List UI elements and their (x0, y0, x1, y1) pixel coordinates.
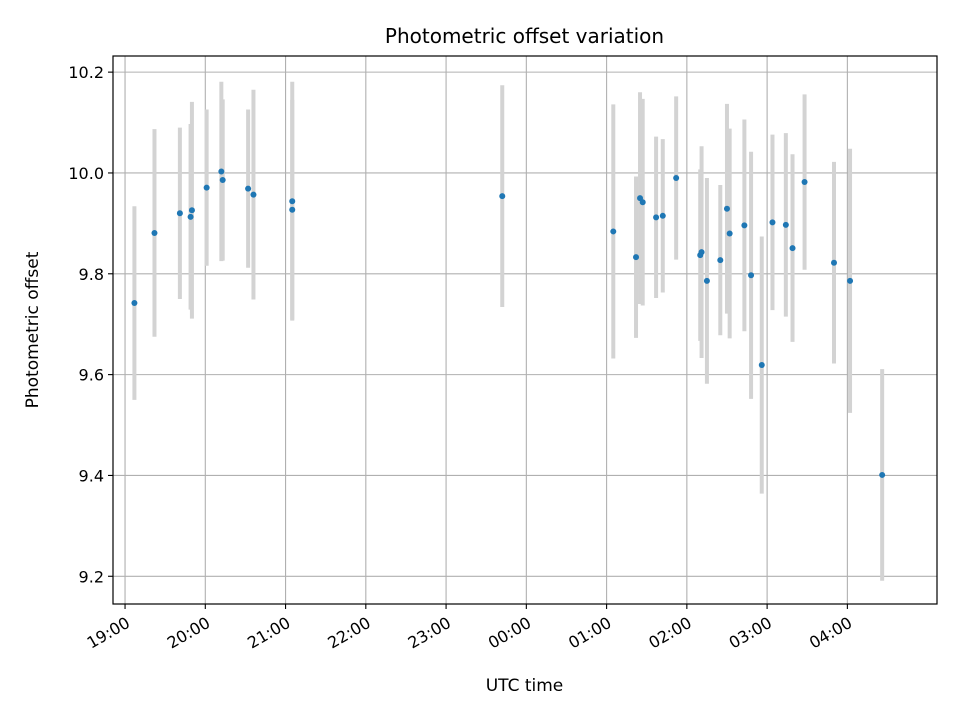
data-point (698, 249, 705, 256)
data-point (203, 184, 210, 191)
data-point (151, 229, 158, 236)
x-tick-label: 02:00 (645, 613, 694, 653)
data-point (176, 210, 183, 217)
plot-frame (112, 55, 938, 605)
y-tick-label: 9.8 (79, 265, 104, 284)
y-tick-label: 10.2 (68, 63, 104, 82)
data-point (758, 362, 765, 369)
data-point (250, 191, 257, 198)
x-tick-label: 19:00 (84, 613, 133, 653)
data-point (499, 193, 506, 200)
x-tick-label: 01:00 (565, 613, 614, 653)
data-points (131, 168, 886, 478)
data-point (289, 198, 296, 205)
x-tick-label: 22:00 (324, 613, 373, 653)
y-axis-title: Photometric offset (23, 251, 43, 408)
data-point (187, 213, 194, 220)
y-tick-label: 9.6 (79, 366, 104, 385)
data-point (741, 222, 748, 229)
data-point (218, 168, 225, 175)
x-tick-label: 03:00 (726, 613, 775, 653)
y-tick-label: 9.2 (79, 567, 104, 586)
x-tick-label: 04:00 (806, 613, 855, 653)
data-point (289, 206, 296, 213)
data-point (703, 277, 710, 284)
data-point (789, 245, 796, 252)
x-tick-label: 00:00 (485, 613, 534, 653)
axis-ticks: 19:00 20:00 21:00 22:00 23:00 00:00 01:00 02:00… (68, 63, 855, 652)
y-tick-label: 9.4 (79, 466, 104, 485)
data-point (633, 254, 640, 261)
x-tick-label: 20:00 (164, 613, 213, 653)
data-point (726, 230, 733, 237)
data-point (801, 179, 808, 186)
data-point (673, 175, 680, 182)
data-point (717, 257, 724, 264)
data-point (245, 185, 252, 192)
chart-title: Photometric offset variation (385, 24, 664, 48)
data-point (782, 221, 789, 228)
data-point (879, 471, 886, 478)
data-point (653, 214, 660, 221)
data-point (847, 277, 854, 284)
grid (113, 56, 937, 604)
x-tick-label: 23:00 (405, 613, 454, 653)
y-tick-label: 10.0 (68, 164, 104, 183)
data-point (219, 177, 226, 184)
data-point (769, 219, 776, 226)
data-point (723, 205, 730, 212)
x-axis-title: UTC time (486, 676, 564, 696)
data-point (610, 228, 617, 235)
data-point (831, 259, 837, 266)
error-bars (132, 81, 885, 581)
data-point (639, 199, 646, 206)
x-tick-label: 21:00 (244, 613, 293, 653)
data-point (188, 207, 195, 214)
data-point (659, 212, 666, 219)
data-point (748, 272, 755, 279)
data-point (131, 300, 138, 307)
